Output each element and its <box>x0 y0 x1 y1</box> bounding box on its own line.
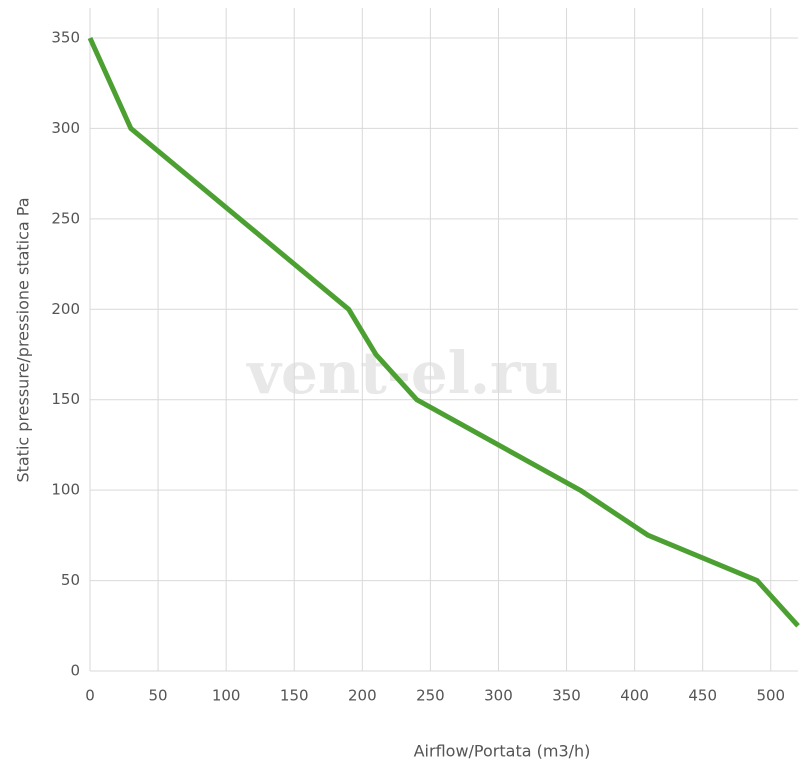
x-tick-label: 250 <box>416 687 445 705</box>
y-tick-label: 250 <box>51 209 80 227</box>
y-axis-label: Static pressure/pressione statica Pa <box>14 197 33 482</box>
x-tick-label: 200 <box>348 687 377 705</box>
y-tick-label: 100 <box>51 481 80 499</box>
watermark: vent-el.ru <box>245 339 563 407</box>
x-tick-label: 100 <box>212 687 241 705</box>
y-tick-label: 300 <box>51 119 80 137</box>
x-tick-label: 450 <box>688 687 717 705</box>
x-axis-label: Airflow/Portata (m3/h) <box>414 742 591 761</box>
y-tick-label: 150 <box>51 390 80 408</box>
x-tick-label: 300 <box>484 687 513 705</box>
x-tick-label: 150 <box>280 687 309 705</box>
y-tick-label: 200 <box>51 300 80 318</box>
x-tick-label: 0 <box>85 687 95 705</box>
y-tick-label: 50 <box>61 571 80 589</box>
y-tick-label: 350 <box>51 29 80 47</box>
series-line <box>87 36 800 628</box>
x-tick-label: 500 <box>756 687 785 705</box>
y-tick-label: 0 <box>70 662 80 680</box>
x-tick-label: 50 <box>149 687 168 705</box>
x-tick-label: 350 <box>552 687 581 705</box>
x-tick-label: 400 <box>620 687 649 705</box>
